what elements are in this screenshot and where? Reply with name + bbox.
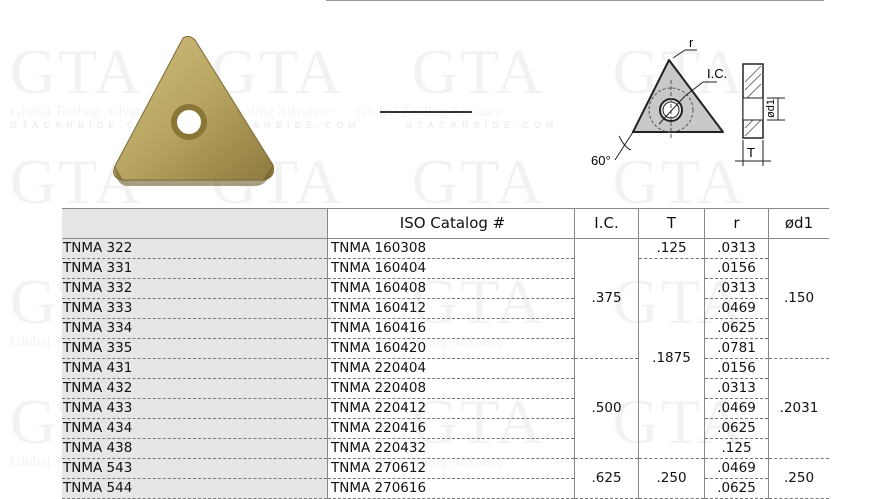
cell-ic: .625 xyxy=(574,458,639,499)
cell-r: .0625 xyxy=(704,318,769,339)
table-row: TNMA 335 TNMA 160420 .0781 xyxy=(62,338,829,359)
cell-code: TNMA 432 xyxy=(62,378,328,399)
table-header-row: ISO Catalog # I.C. T r ød1 xyxy=(62,208,829,239)
cell-code: TNMA 431 xyxy=(62,358,328,379)
cell-code: TNMA 543 xyxy=(62,458,328,479)
cell-t: .1875 xyxy=(638,258,705,459)
header-t: T xyxy=(638,208,705,239)
cell-iso: TNMA 270616 xyxy=(327,478,575,499)
cell-t: .250 xyxy=(638,458,705,499)
label-r: r xyxy=(689,35,694,50)
cell-code: TNMA 333 xyxy=(62,298,328,319)
cell-ic: .500 xyxy=(574,358,639,459)
cell-code: TNMA 334 xyxy=(62,318,328,339)
header-code xyxy=(62,208,328,239)
cell-r: .0469 xyxy=(704,458,769,479)
cell-t: .125 xyxy=(638,238,705,259)
cell-code: TNMA 335 xyxy=(62,338,328,359)
cell-r: .0781 xyxy=(704,338,769,359)
insert-technical-drawing: r I.C. 60° ød1 T xyxy=(591,35,785,168)
cell-r: .0313 xyxy=(704,238,769,259)
table-row: TNMA 333 TNMA 160412 .0469 xyxy=(62,298,829,319)
cell-code: TNMA 322 xyxy=(62,238,328,259)
header-iso: ISO Catalog # xyxy=(327,208,575,239)
cell-iso: TNMA 220432 xyxy=(327,438,575,459)
label-t: T xyxy=(747,145,755,160)
header-r: r xyxy=(704,208,769,239)
cell-iso: TNMA 160408 xyxy=(327,278,575,299)
cell-ic: .375 xyxy=(574,238,639,359)
table-row: TNMA 331 TNMA 160404 .1875.0156 xyxy=(62,258,829,459)
table-row: TNMA 332 TNMA 160408 .0313 xyxy=(62,278,829,299)
table-row: TNMA 433 TNMA 220412 .0469 xyxy=(62,398,829,419)
cell-r: .0625 xyxy=(704,478,769,499)
cell-code: TNMA 438 xyxy=(62,438,328,459)
table-row: TNMA 544 TNMA 270616 .0625 xyxy=(62,478,829,499)
cell-code: TNMA 544 xyxy=(62,478,328,499)
cell-d1: .250 xyxy=(768,458,829,499)
label-d1: ød1 xyxy=(765,99,777,118)
label-angle: 60° xyxy=(591,153,611,168)
header-d1: ød1 xyxy=(768,208,829,239)
cell-iso: TNMA 160404 xyxy=(327,258,575,279)
top-divider xyxy=(326,0,824,1)
cell-iso: TNMA 220404 xyxy=(327,358,575,379)
cell-code: TNMA 331 xyxy=(62,258,328,279)
cell-iso: TNMA 270612 xyxy=(327,458,575,479)
cell-r: .0469 xyxy=(704,298,769,319)
cell-code: TNMA 433 xyxy=(62,398,328,419)
cell-d1: .2031 xyxy=(768,358,829,459)
insert-photo xyxy=(113,35,274,186)
table-row: TNMA 438 TNMA 220432 .125 xyxy=(62,438,829,459)
label-ic: I.C. xyxy=(707,66,727,81)
cell-r: .0469 xyxy=(704,398,769,419)
cell-iso: TNMA 160412 xyxy=(327,298,575,319)
table-row: TNMA 334 TNMA 160416 .0625 xyxy=(62,318,829,339)
cell-r: .0625 xyxy=(704,418,769,439)
cell-d1: .150 xyxy=(768,238,829,359)
table-row: TNMA 434 TNMA 220416 .0625 xyxy=(62,418,829,439)
cell-r: .0156 xyxy=(704,258,769,279)
cell-r: .125 xyxy=(704,438,769,459)
separator-line xyxy=(380,111,472,113)
table-row: TNMA 543 TNMA 270612.625.250.0469.250 xyxy=(62,458,829,499)
cell-iso: TNMA 220412 xyxy=(327,398,575,419)
header-ic: I.C. xyxy=(574,208,639,239)
cell-code: TNMA 434 xyxy=(62,418,328,439)
cell-r: .0313 xyxy=(704,278,769,299)
cell-iso: TNMA 160308 xyxy=(327,238,575,259)
table-row: TNMA 322 TNMA 160308.375.125.0313.150 xyxy=(62,238,829,359)
cell-r: .0313 xyxy=(704,378,769,399)
table-row: TNMA 431 TNMA 220404.500 .0156.2031 xyxy=(62,358,829,459)
cell-iso: TNMA 160416 xyxy=(327,318,575,339)
cell-iso: TNMA 220416 xyxy=(327,418,575,439)
table-row: TNMA 432 TNMA 220408 .0313 xyxy=(62,378,829,399)
cell-iso: TNMA 160420 xyxy=(327,338,575,359)
cell-code: TNMA 332 xyxy=(62,278,328,299)
cell-r: .0156 xyxy=(704,358,769,379)
cell-iso: TNMA 220408 xyxy=(327,378,575,399)
insert-spec-table: ISO Catalog # I.C. T r ød1 TNMA 322 TNMA … xyxy=(62,208,829,499)
